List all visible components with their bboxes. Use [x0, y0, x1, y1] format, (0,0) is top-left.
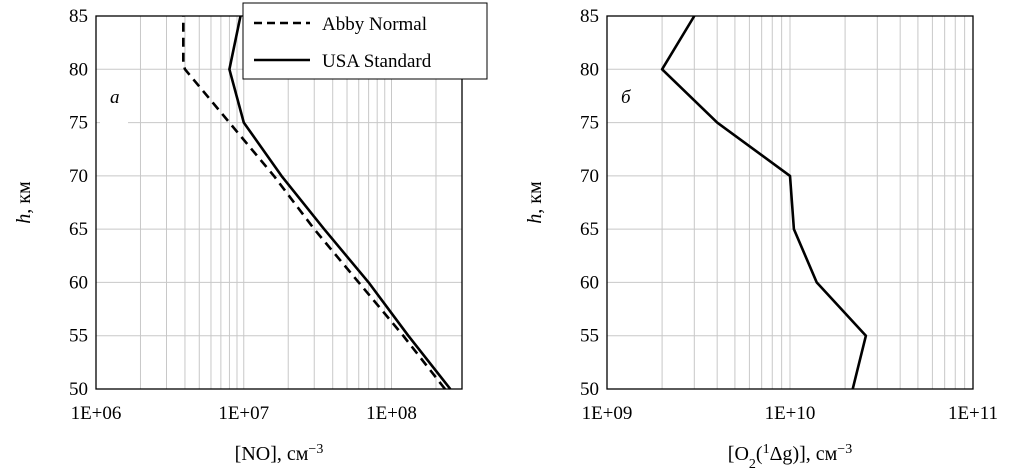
series-group-b — [660, 15, 868, 390]
series-group-a — [182, 15, 452, 390]
y-ticks-b: 50 55 60 65 70 75 80 85 — [580, 6, 599, 400]
chart-panel-a: 50 55 60 65 70 75 80 85 1E+06 1E+07 1E+08 а [NO],… — [13, 2, 488, 466]
x-axis-label-a-sup: −3 — [308, 442, 323, 457]
x-axis-label-b-sup2: −3 — [837, 442, 852, 457]
series-line-usa-standard — [228, 15, 452, 390]
legend-box — [242, 2, 488, 80]
y-axis-label-a-rest: , км — [13, 181, 35, 214]
y-tick-label: 60 — [69, 272, 88, 293]
x-ticks-a: 1E+06 1E+07 1E+08 — [71, 403, 417, 424]
y-axis-label-b-h: h — [524, 214, 546, 224]
y-tick-label: 85 — [580, 6, 599, 27]
y-tick-label: 65 — [580, 219, 599, 240]
y-tick-label: 75 — [69, 113, 88, 134]
y-axis-label-b-rest: , км — [524, 181, 546, 214]
panel-letter-b: б — [621, 87, 632, 108]
y-tick-label: 80 — [69, 59, 88, 80]
x-axis-label-a: [NO], см−3 — [235, 442, 324, 466]
x-tick-label: 1E+06 — [71, 403, 122, 424]
x-tick-label: 1E+10 — [765, 403, 816, 424]
chart-panel-b: 50 55 60 65 70 75 80 85 1E+09 1E+10 1E+11 б [O2(1… — [524, 6, 998, 470]
y-ticks-a: 50 55 60 65 70 75 80 85 — [69, 6, 88, 400]
y-tick-label: 60 — [580, 272, 599, 293]
panel-letter-a: а — [110, 87, 120, 108]
x-tick-label: 1E+07 — [218, 403, 269, 424]
x-axis-label-b-pre: [O — [728, 443, 749, 465]
x-ticks-b: 1E+09 1E+10 1E+11 — [582, 403, 998, 424]
x-tick-label: 1E+11 — [948, 403, 998, 424]
y-tick-label: 50 — [69, 379, 88, 400]
plot-frame-b — [606, 15, 974, 390]
x-tick-label: 1E+09 — [582, 403, 633, 424]
y-tick-label: 70 — [69, 166, 88, 187]
x-axis-label-b-sup1: 1 — [763, 442, 770, 457]
x-axis-label-b-delta: Δg — [770, 443, 793, 465]
y-axis-label-a-h: h — [13, 214, 35, 224]
x-axis-label-b-sub: 2 — [749, 457, 756, 470]
y-axis-label-a: h, км — [13, 181, 35, 224]
y-tick-label: 50 — [580, 379, 599, 400]
y-tick-label: 55 — [69, 326, 88, 347]
series-line-b-0 — [660, 15, 868, 390]
y-tick-label: 85 — [69, 6, 88, 27]
x-axis-label-b: [O2(1Δg)], см−3 — [728, 442, 852, 470]
x-tick-label: 1E+08 — [366, 403, 417, 424]
y-axis-label-b: h, км — [524, 181, 546, 224]
x-axis-label-a-main: [NO], см — [235, 443, 309, 465]
panel-letter-a-background — [100, 84, 128, 126]
y-tick-label: 65 — [69, 219, 88, 240]
y-tick-label: 55 — [580, 326, 599, 347]
y-tick-label: 80 — [580, 59, 599, 80]
series-line-abby-normal — [182, 16, 447, 390]
x-axis-label-b-mid: ( — [756, 443, 763, 465]
x-axis-label-b-post: )], см — [792, 443, 837, 465]
legend: Abby Normal USA Standard — [242, 2, 488, 80]
y-tick-label: 75 — [580, 113, 599, 134]
grid-b — [606, 15, 973, 390]
y-tick-label: 70 — [580, 166, 599, 187]
legend-label-usa-standard: USA Standard — [322, 51, 432, 72]
legend-label-abby-normal: Abby Normal — [322, 14, 427, 35]
